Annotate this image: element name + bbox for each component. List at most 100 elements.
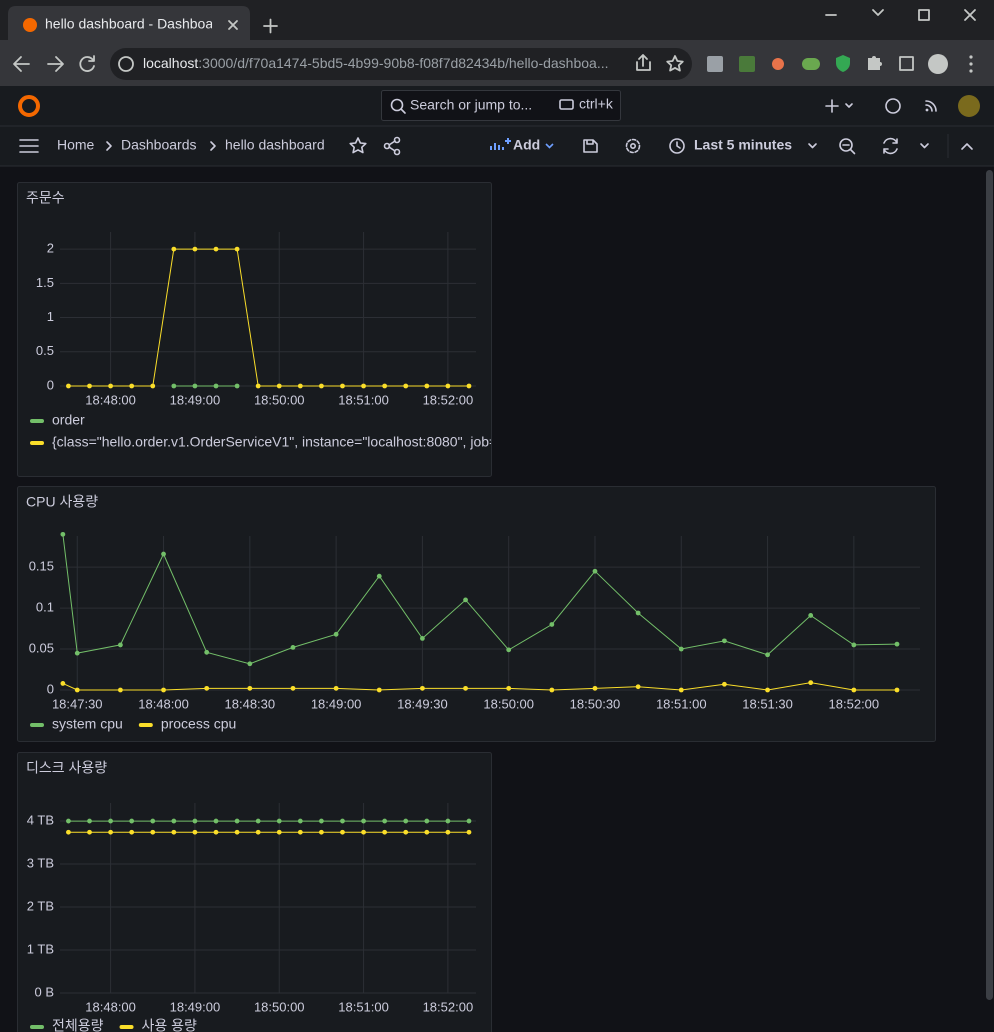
- refresh[interactable]: [883, 137, 898, 155]
- data-point: [297, 829, 303, 835]
- add-chevron: [545, 143, 554, 149]
- extension[interactable]: [802, 58, 820, 70]
- data-point: [376, 687, 382, 693]
- x-tick-label: 18:50:00: [254, 999, 305, 1014]
- close-window[interactable]: [964, 9, 976, 21]
- legend-entry[interactable]: process cpu: [161, 716, 236, 732]
- x-tick-label: 18:47:30: [52, 696, 103, 711]
- omnibox[interactable]: [110, 48, 692, 80]
- extensions-menu[interactable]: [868, 56, 882, 70]
- time-icon: [676, 141, 681, 149]
- data-point: [403, 383, 409, 389]
- menu-toggle[interactable]: [19, 139, 39, 153]
- help[interactable]: [885, 98, 901, 114]
- legend-entry[interactable]: {class="hello.order.v1.OrderServiceV1", …: [52, 434, 517, 450]
- data-point: [192, 829, 198, 835]
- url-host: localhost: [143, 55, 198, 71]
- search-placeholder: Search or jump to...: [410, 97, 532, 113]
- add-icon[interactable]: [490, 138, 511, 150]
- data-point: [382, 818, 388, 824]
- data-point: [382, 829, 388, 835]
- data-point: [592, 568, 598, 574]
- share[interactable]: [383, 142, 391, 150]
- search-box[interactable]: [381, 90, 621, 121]
- series-line: [68, 248, 469, 387]
- zoom-out[interactable]: [839, 138, 853, 152]
- x-tick-label: 18:52:00: [423, 999, 474, 1014]
- data-point: [213, 829, 219, 835]
- data-point: [319, 829, 324, 835]
- time-chevron[interactable]: [808, 143, 817, 149]
- save[interactable]: [583, 139, 598, 153]
- tab[interactable]: [8, 6, 250, 40]
- data-point: [118, 642, 123, 648]
- data-point: [66, 818, 71, 824]
- data-point: [108, 383, 113, 389]
- y-tick-label: 1 TB: [27, 941, 54, 956]
- new-tab[interactable]: [263, 18, 278, 34]
- data-point: [851, 642, 857, 648]
- data-point: [382, 383, 388, 389]
- back[interactable]: [13, 56, 30, 72]
- x-tick-label: 18:51:30: [742, 696, 793, 711]
- legend-entry[interactable]: 사용 용량: [142, 1018, 198, 1032]
- legend-entry[interactable]: order: [52, 412, 85, 428]
- news[interactable]: [925, 100, 937, 112]
- breadcrumb[interactable]: Dashboards: [121, 137, 197, 153]
- time-icon[interactable]: [669, 138, 685, 154]
- data-point: [171, 246, 177, 252]
- data-point: [87, 829, 92, 835]
- tab-search[interactable]: [872, 9, 884, 16]
- extension[interactable]: [707, 56, 723, 72]
- site-info[interactable]: [118, 56, 134, 72]
- data-point: [445, 829, 451, 835]
- data-point: [213, 246, 219, 252]
- tab-close[interactable]: [228, 20, 238, 30]
- scrollbar[interactable]: [986, 170, 993, 1000]
- data-point: [74, 687, 80, 693]
- profile[interactable]: [928, 54, 948, 74]
- menu-dot[interactable]: [969, 55, 973, 59]
- panel-title[interactable]: 디스크 사용량: [26, 760, 107, 776]
- forward[interactable]: [47, 56, 64, 72]
- data-point: [463, 685, 468, 691]
- new-menu[interactable]: [825, 99, 853, 113]
- maximize[interactable]: [918, 9, 930, 21]
- menu-dot[interactable]: [969, 69, 973, 73]
- settings[interactable]: [625, 138, 641, 154]
- time-range[interactable]: Last 5 minutes: [694, 137, 792, 153]
- panel-title[interactable]: CPU 사용량: [26, 494, 98, 510]
- zoom-out: [842, 144, 856, 155]
- extension[interactable]: [836, 55, 850, 72]
- side-panel[interactable]: [899, 56, 914, 71]
- legend-entry[interactable]: system cpu: [52, 716, 123, 732]
- x-tick-label: 18:52:00: [829, 696, 880, 711]
- extension[interactable]: [772, 58, 784, 70]
- user-avatar[interactable]: [958, 95, 980, 117]
- collapse[interactable]: [961, 143, 973, 150]
- data-point: [108, 829, 113, 835]
- share-page[interactable]: [636, 54, 651, 71]
- data-point: [361, 829, 366, 835]
- grafana-logo[interactable]: [18, 95, 40, 117]
- url-path: :3000/d/f70a1474-5bd5-4b99-90b8-f08f7d82…: [198, 55, 608, 71]
- share: [393, 136, 401, 144]
- x-tick-label: 18:49:00: [170, 999, 221, 1014]
- x-tick-label: 18:48:30: [225, 696, 276, 711]
- breadcrumb[interactable]: Home: [57, 137, 95, 153]
- extension[interactable]: [739, 56, 755, 72]
- menu-dot[interactable]: [969, 62, 973, 66]
- panel-chart: 0 B 1 TB 2 TB 3 TB 4 TB 18:48:00 18:49:00 18:50…: [27, 803, 476, 1032]
- data-point: [192, 246, 198, 252]
- bookmark[interactable]: [666, 55, 684, 72]
- data-point: [276, 383, 282, 389]
- legend-entry[interactable]: 전체용량: [52, 1018, 104, 1032]
- panel-title[interactable]: 주문수: [26, 190, 65, 206]
- star[interactable]: [349, 137, 367, 154]
- data-point: [592, 685, 598, 691]
- data-point: [333, 631, 339, 637]
- reload[interactable]: [79, 55, 95, 72]
- add-button[interactable]: Add: [513, 137, 540, 153]
- data-point: [297, 818, 303, 824]
- refresh-chevron[interactable]: [920, 143, 929, 149]
